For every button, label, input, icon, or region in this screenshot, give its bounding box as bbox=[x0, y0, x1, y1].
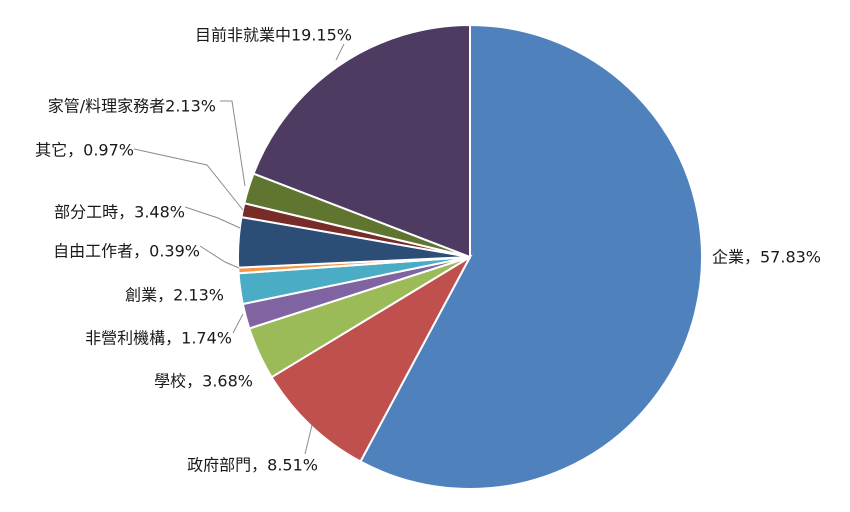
label-leader-lines bbox=[133, 43, 345, 455]
leader-line-10 bbox=[335, 43, 345, 61]
leader-line-8 bbox=[133, 148, 244, 211]
slice-label-6: 自由工作者，0.39% bbox=[53, 242, 200, 261]
slice-label-5: 創業，2.13% bbox=[125, 286, 224, 305]
slice-labels: 企業，57.83% 政府部門，8.51% 學校，3.68% 非營利機構，1.74% 創業… bbox=[35, 26, 821, 475]
slice-label-9: 家管/料理家務者2.13% bbox=[48, 97, 216, 116]
leader-line-9 bbox=[220, 100, 246, 187]
slice-label-2: 政府部門，8.51% bbox=[187, 456, 318, 475]
leader-line-6 bbox=[199, 245, 240, 269]
leader-line-7 bbox=[184, 206, 241, 229]
pie-slice-2 bbox=[270, 254, 473, 463]
slice-label-7: 部分工時，3.48% bbox=[54, 203, 185, 222]
leader-line-2 bbox=[304, 424, 313, 455]
pie-slices bbox=[237, 23, 703, 490]
leader-line-4 bbox=[232, 313, 244, 334]
slice-label-4: 非營利機構，1.74% bbox=[85, 329, 232, 348]
pie-slice-1 bbox=[359, 23, 703, 490]
slice-label-8: 其它，0.97% bbox=[35, 141, 134, 160]
pie-slice-10 bbox=[252, 23, 471, 259]
slice-label-3: 學校，3.68% bbox=[154, 372, 253, 391]
slice-label-1: 企業，57.83% bbox=[712, 248, 821, 267]
slice-label-10: 目前非就業中19.15% bbox=[195, 26, 352, 45]
